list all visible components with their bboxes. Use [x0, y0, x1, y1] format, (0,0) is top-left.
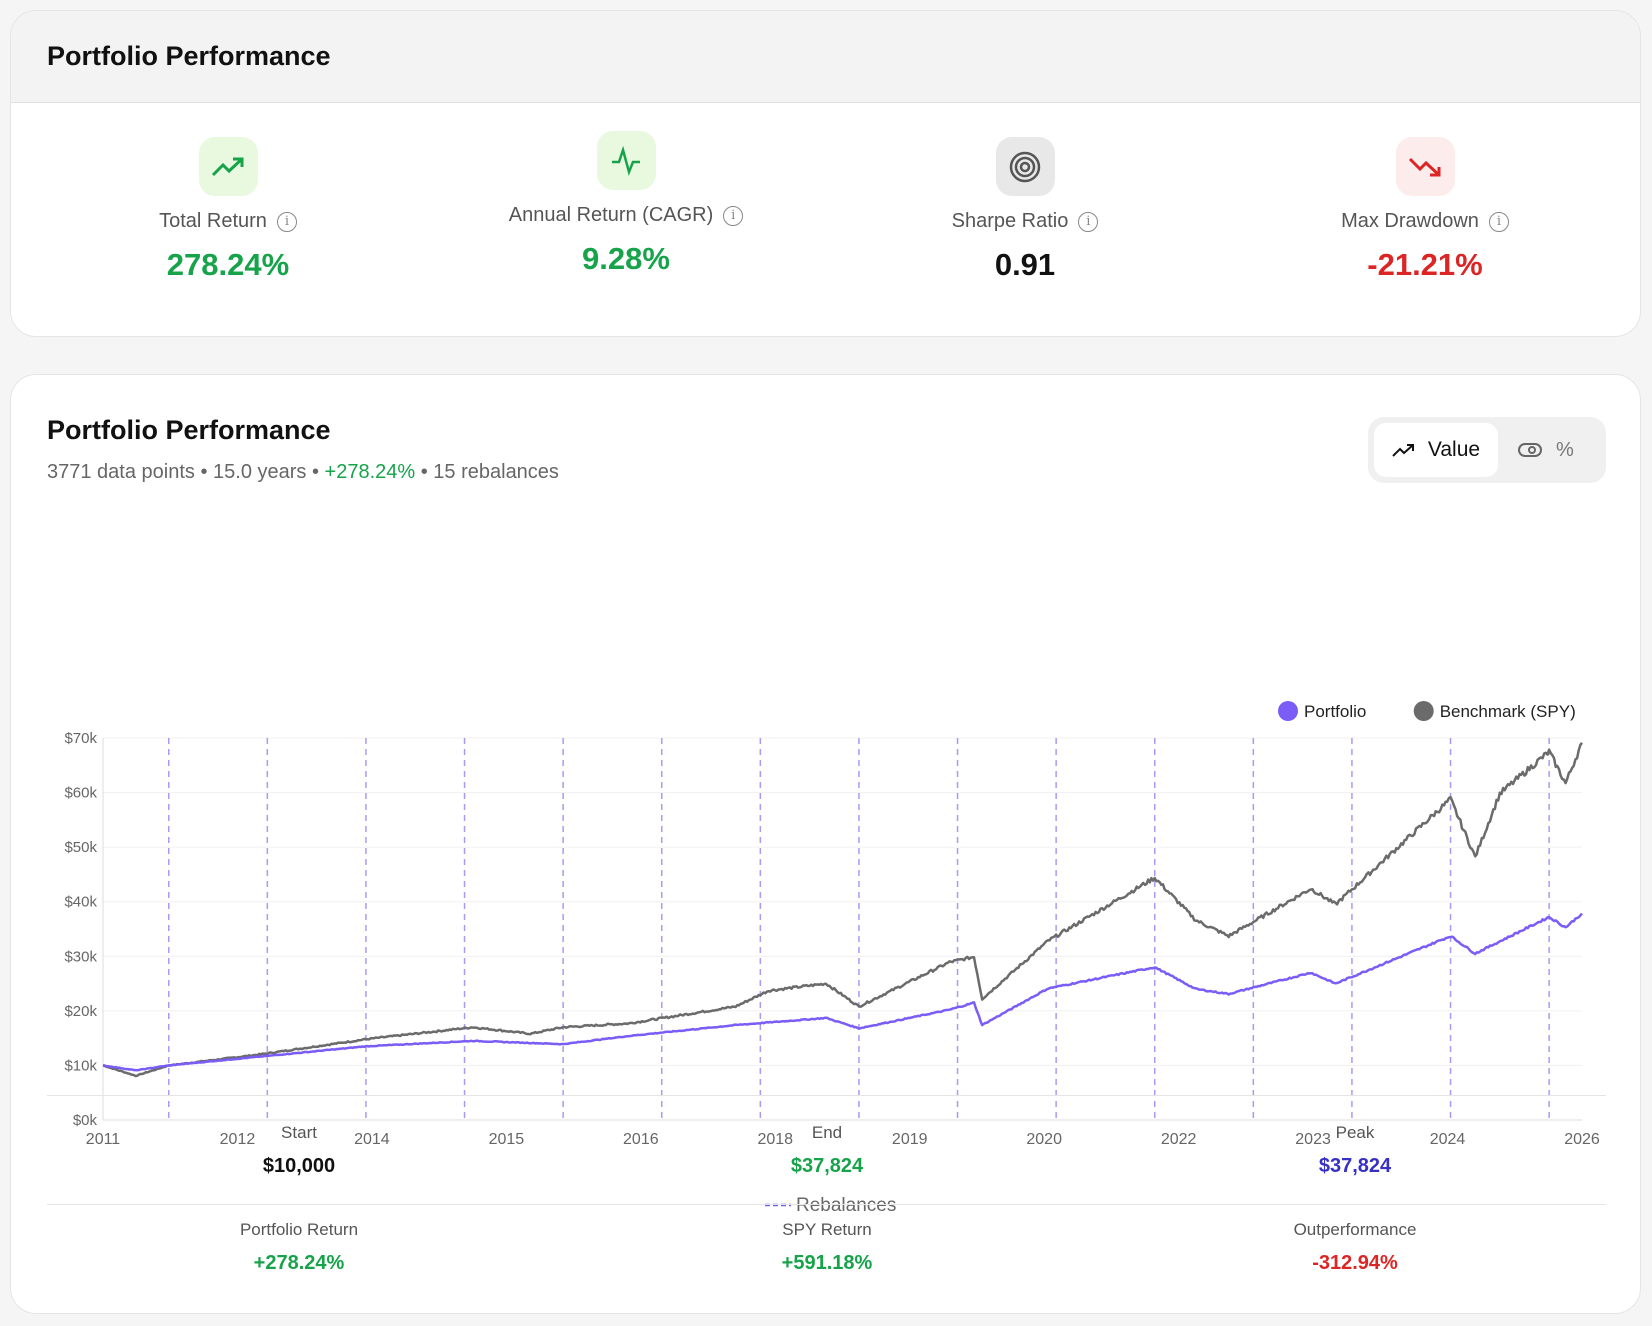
activity-icon: [596, 131, 656, 190]
percent-label: %: [1556, 438, 1574, 461]
target-icon: [995, 137, 1055, 196]
metric-sharpe: Sharpe Ratio i 0.91: [835, 137, 1215, 283]
stat-label: End: [811, 1123, 843, 1142]
x-tick-label: 2016: [623, 1131, 659, 1148]
metric-value: -21.21%: [1367, 247, 1483, 282]
legend-label: Benchmark (SPY): [1440, 702, 1576, 721]
metric-value: 278.24%: [166, 247, 290, 282]
metric-max-drawdown: Max Drawdown i -21.21%: [1235, 137, 1615, 283]
series-line-portfolio: [102, 912, 1583, 1072]
y-tick-label: $60k: [64, 785, 97, 802]
x-tick-label: 2020: [1026, 1131, 1062, 1148]
info-icon[interactable]: i: [1488, 211, 1509, 232]
stat-value: +591.18%: [781, 1252, 873, 1274]
metric-label: Total Return: [159, 210, 267, 232]
y-tick-label: $40k: [64, 894, 97, 911]
stat-portfolio-return: Portfolio Return +278.24%: [99, 1220, 499, 1275]
x-tick-label: 2011: [86, 1131, 121, 1148]
stat-label: Peak: [1335, 1123, 1375, 1142]
metric-total-return: Total Return i 278.24%: [38, 137, 418, 283]
value-view-button[interactable]: Value: [1374, 423, 1498, 477]
x-tick-label: 2022: [1161, 1131, 1197, 1148]
subtitle-rebalances: • 15 rebalances: [415, 461, 559, 483]
stat-label: SPY Return: [782, 1220, 872, 1239]
stat-label: Outperformance: [1293, 1220, 1417, 1239]
divider: [47, 1204, 1606, 1205]
x-tick-label: 2026: [1564, 1131, 1600, 1148]
divider: [47, 1095, 1606, 1096]
stat-start: Start $10,000: [99, 1123, 499, 1178]
x-tick-label: 2012: [220, 1131, 256, 1148]
percent-view-button[interactable]: %: [1518, 423, 1574, 477]
x-tick-label: 2024: [1430, 1131, 1466, 1148]
stat-peak: Peak $37,824: [1155, 1123, 1555, 1178]
chart-subtitle: 3771 data points • 15.0 years • +278.24%…: [47, 461, 559, 484]
y-tick-label: $10k: [64, 1057, 97, 1074]
toggle-icon: [1518, 443, 1542, 457]
trending-up-icon: [1392, 444, 1414, 457]
y-tick-label: $0k: [73, 1112, 98, 1129]
stat-value: +278.24%: [253, 1252, 345, 1274]
metric-label: Sharpe Ratio: [951, 210, 1069, 232]
stat-value: $10,000: [262, 1155, 336, 1177]
info-icon[interactable]: i: [276, 211, 297, 232]
legend-marker: [1278, 701, 1298, 721]
stat-outperformance: Outperformance -312.94%: [1155, 1220, 1555, 1275]
y-tick-label: $30k: [64, 948, 97, 965]
trending-down-icon: [1395, 137, 1455, 196]
metrics-card: Portfolio Performance Total Return i 278.…: [10, 10, 1641, 337]
trending-up-icon: [198, 137, 258, 196]
x-tick-label: 2015: [489, 1131, 525, 1148]
stat-label: Portfolio Return: [239, 1220, 359, 1239]
stat-value: -312.94%: [1312, 1252, 1398, 1274]
value-label: Value: [1427, 438, 1481, 461]
stat-spy-return: SPY Return +591.18%: [627, 1220, 1027, 1275]
subtitle-stats: 3771 data points • 15.0 years •: [47, 461, 325, 483]
page-title: Portfolio Performance: [47, 41, 331, 71]
x-tick-label: 2014: [354, 1131, 390, 1148]
y-tick-label: $50k: [64, 839, 97, 856]
performance-chart: $0k $10k $20k $30k $40k $50k $60k $70k 2011 2012 2…: [64, 701, 1600, 1216]
chart-card: Portfolio Performance 3771 data points •…: [10, 374, 1641, 1314]
legend-label: Portfolio: [1304, 702, 1366, 721]
legend-marker: [1413, 701, 1434, 721]
info-icon[interactable]: i: [723, 205, 744, 226]
y-tick-label: $70k: [64, 730, 97, 747]
metric-value: 9.28%: [582, 241, 670, 276]
stat-value: $37,824: [790, 1155, 864, 1177]
info-icon[interactable]: i: [1078, 211, 1099, 232]
stat-end: End $37,824: [627, 1123, 1027, 1178]
metric-label: Max Drawdown: [1341, 210, 1479, 232]
stat-value: $37,824: [1318, 1155, 1392, 1177]
rebalance-legend-label: Rebalances: [796, 1195, 896, 1216]
y-tick-label: $20k: [64, 1003, 97, 1020]
metric-label: Annual Return (CAGR): [508, 204, 714, 226]
x-tick-label: 2019: [892, 1131, 928, 1148]
x-tick-label: 2018: [757, 1131, 793, 1148]
subtitle-return: +278.24%: [324, 461, 416, 483]
chart-title: Portfolio Performance: [47, 415, 331, 445]
x-tick-label: 2023: [1295, 1131, 1331, 1148]
view-toggle: Value %: [1368, 417, 1606, 483]
metric-cagr: Annual Return (CAGR) i 9.28%: [436, 131, 816, 277]
stat-label: Start: [281, 1123, 317, 1142]
metric-value: 0.91: [994, 247, 1056, 282]
series-line-benchmark: [102, 742, 1583, 1078]
